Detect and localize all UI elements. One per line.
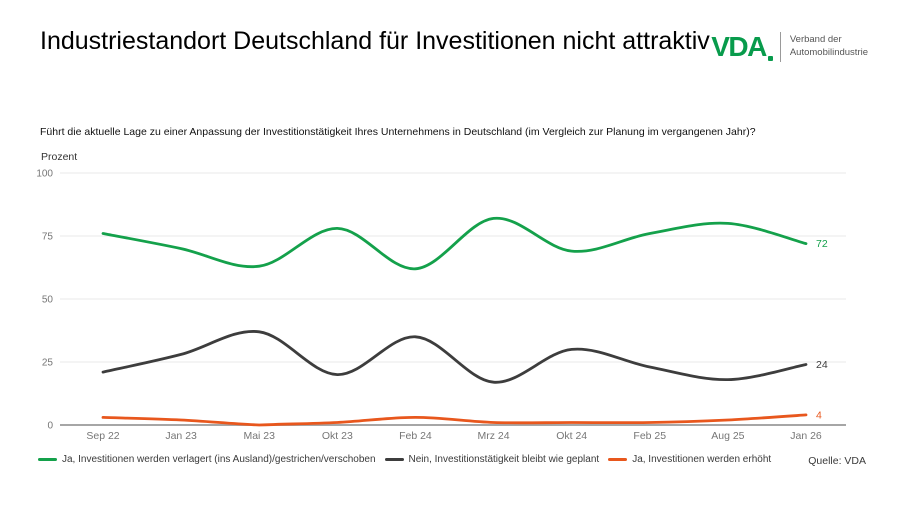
legend-swatch-dark [384, 458, 404, 461]
y-axis-label: Prozent [41, 151, 78, 163]
series-line-2 [101, 413, 808, 427]
vda-logo-dot [767, 56, 773, 61]
y-tick-label: 0 [47, 421, 53, 432]
vda-logo: VDA Verband der Automobilindustrie [711, 32, 868, 62]
series-line-1 [101, 330, 808, 384]
x-tick-label: Feb 24 [399, 430, 432, 442]
legend-item-geplant: Nein, Investitionstätigkeit bleibt wie g… [384, 454, 600, 465]
series-line-0 [101, 216, 808, 271]
series-end-label: 4 [816, 409, 822, 421]
legend-swatch-orange [608, 458, 628, 461]
legend-swatch-green [38, 458, 57, 461]
x-tick-label: Jan 23 [165, 430, 197, 442]
legend-item-verlagert: Ja, Investitionen werden verlagert (ins … [38, 454, 376, 465]
series-end-label: 72 [816, 238, 828, 250]
y-tick-label: 50 [42, 295, 54, 306]
x-tick-label: Aug 25 [711, 430, 744, 442]
x-tick-label: Mai 23 [243, 430, 275, 442]
chart-question: Führt die aktuelle Lage zu einer Anpassu… [40, 126, 756, 138]
source-note: Quelle: VDA [808, 455, 866, 467]
x-tick-label: Mrz 24 [478, 430, 510, 442]
y-tick-label: 100 [36, 169, 53, 180]
x-tick-label: Feb 25 [633, 430, 666, 442]
vda-logo-wordmark: VDA [711, 33, 776, 61]
x-tick-label: Okt 24 [556, 430, 587, 442]
series-end-label: 24 [816, 359, 828, 371]
legend-label: Nein, Investitionstätigkeit bleibt wie g… [408, 454, 600, 465]
page-title: Industriestandort Deutschland für Invest… [40, 27, 710, 55]
y-tick-label: 75 [42, 232, 54, 243]
x-tick-label: Okt 23 [322, 430, 353, 442]
legend-item-erhoeht: Ja, Investitionen werden erhöht [608, 454, 771, 465]
y-tick-label: 25 [42, 358, 54, 369]
legend-label: Ja, Investitionen werden verlagert (ins … [62, 454, 376, 465]
x-tick-label: Sep 22 [86, 430, 119, 442]
vda-logo-caption: Verband der Automobilindustrie [789, 34, 868, 58]
x-tick-label: Jan 26 [790, 430, 822, 442]
legend-label: Ja, Investitionen werden erhöht [632, 454, 772, 465]
chart-legend: Ja, Investitionen werden verlagert (ins … [38, 454, 771, 465]
logo-divider [779, 32, 781, 62]
